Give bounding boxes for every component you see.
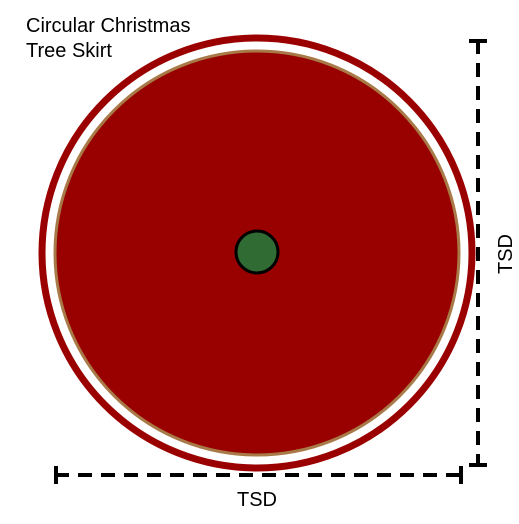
outer-ring xyxy=(38,34,476,472)
horizontal-dimension xyxy=(54,466,463,484)
title-line: Circular Christmas xyxy=(26,15,190,37)
vertical-dimension xyxy=(469,39,487,467)
dimension-label: TSD xyxy=(237,489,277,511)
center-hole xyxy=(234,229,280,275)
dimension-label: TSD xyxy=(495,234,517,274)
title-line: Tree Skirt xyxy=(26,40,112,62)
